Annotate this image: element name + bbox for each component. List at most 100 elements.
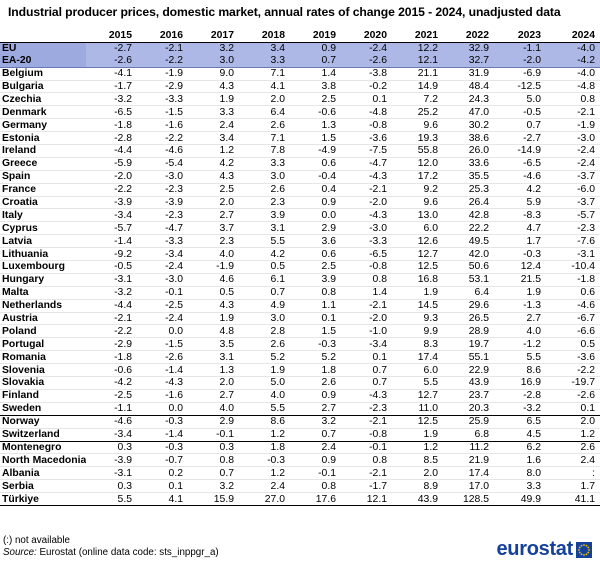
table-cell: 0.8 xyxy=(188,453,239,468)
table-row: Latvia -1.4 -3.3 2.3 5.5 3.6 -3.3 12.6 49.5 1.7 -7… xyxy=(0,234,600,249)
header-year: 2018 xyxy=(239,30,290,43)
header-row: 2015 2016 2017 2018 2019 2020 2021 2022 2023 2024 xyxy=(0,30,600,43)
table-cell: -5.7 xyxy=(86,221,137,236)
table-cell: 0.5 xyxy=(546,337,600,352)
table-row: Serbia 0.3 0.1 3.2 2.4 0.8 -1.7 8.9 17.0 3.3 1.7 xyxy=(0,479,600,494)
table-row: Italy -3.4 -2.3 2.7 3.9 0.0 -4.3 13.0 42.8 -8.3 -5… xyxy=(0,208,600,223)
table-cell: -2.6 xyxy=(546,389,600,403)
table-cell: 4.8 xyxy=(188,324,239,339)
table-cell: -0.8 xyxy=(341,260,392,274)
table-cell: -1.6 xyxy=(137,118,188,133)
table-cell: -2.1 xyxy=(341,299,392,313)
table-cell: -7.5 xyxy=(341,144,392,158)
table-cell: -1.8 xyxy=(86,118,137,133)
table-cell: 4.1 xyxy=(239,80,290,94)
table-cell: -4.8 xyxy=(546,80,600,94)
table-cell: -1.9 xyxy=(137,67,188,81)
footnote-not-available: (:) not available xyxy=(3,535,70,546)
table-cell: -4.6 xyxy=(137,144,188,158)
table-cell: -3.2 xyxy=(86,92,137,107)
header-year: 2022 xyxy=(443,30,494,43)
table-cell: -4.0 xyxy=(546,42,600,55)
table-cell: -4.7 xyxy=(341,157,392,171)
table-cell: -3.2 xyxy=(86,286,137,300)
row-label: Lithuania xyxy=(0,247,86,262)
table-cell: 22.2 xyxy=(443,221,494,236)
table-row: Croatia -3.9 -3.9 2.0 2.3 0.9 -2.0 9.6 26.4 5.9 -3… xyxy=(0,196,600,210)
table-cell: -0.1 xyxy=(137,286,188,300)
table-cell: 1.4 xyxy=(290,67,341,81)
table-cell: 5.5 xyxy=(86,492,137,506)
table-cell: 12.4 xyxy=(494,260,546,274)
table-cell: -3.4 xyxy=(86,208,137,223)
table-cell: 26.5 xyxy=(443,312,494,326)
table-cell: 2.5 xyxy=(290,92,341,107)
table-cell: 22.9 xyxy=(443,363,494,378)
footnote-source: Source: Eurostat (online data code: sts_… xyxy=(3,547,219,558)
table-cell: -2.7 xyxy=(494,131,546,146)
table-cell: 6.1 xyxy=(239,273,290,287)
table-cell: 0.6 xyxy=(290,247,341,262)
table-cell: 3.0 xyxy=(239,170,290,184)
table-cell: -4.9 xyxy=(290,144,341,158)
table-cell: -1.7 xyxy=(86,80,137,94)
table-cell: 0.0 xyxy=(137,402,188,416)
table-cell: 5.2 xyxy=(239,350,290,365)
table-cell: -3.7 xyxy=(546,196,600,210)
table-cell: 3.5 xyxy=(188,337,239,352)
row-label: Serbia xyxy=(0,479,86,494)
table-cell: -4.7 xyxy=(137,221,188,236)
header-year: 2024 xyxy=(546,30,600,43)
table-cell: 20.3 xyxy=(443,402,494,416)
table-cell: -2.3 xyxy=(137,183,188,197)
table-cell: 2.0 xyxy=(188,196,239,210)
table-cell: 1.3 xyxy=(290,118,341,133)
row-label: Bulgaria xyxy=(0,80,86,94)
table-cell: -2.1 xyxy=(137,42,188,55)
table-cell: 2.5 xyxy=(290,260,341,274)
row-label: Denmark xyxy=(0,105,86,120)
row-label: Hungary xyxy=(0,273,86,287)
table-cell: 12.7 xyxy=(392,389,443,403)
table-cell: 55.8 xyxy=(392,144,443,158)
table-row: Norway -4.6 -0.3 2.9 8.6 3.2 -2.1 12.5 25.9 6.5 2.… xyxy=(0,415,600,429)
table-cell: -2.7 xyxy=(86,42,137,55)
table-cell: 2.7 xyxy=(494,312,546,326)
table-cell: 0.5 xyxy=(188,286,239,300)
table-row: Netherlands -4.4 -2.5 4.3 4.9 1.1 -2.1 14.5 29.6… xyxy=(0,299,600,313)
table-cell: 0.1 xyxy=(341,350,392,365)
table-row: Czechia -3.2 -3.3 1.9 2.0 2.5 0.1 7.2 24.3 5.0 0.8 xyxy=(0,92,600,107)
table-cell: 0.9 xyxy=(290,42,341,55)
table-cell: -2.1 xyxy=(341,183,392,197)
table-cell: -3.8 xyxy=(341,67,392,81)
table-cell: -1.4 xyxy=(137,363,188,378)
table-cell: 27.0 xyxy=(239,492,290,506)
table-row: Portugal -2.9 -1.5 3.5 2.6 -0.3 -3.4 8.3 19.7 -1.… xyxy=(0,337,600,352)
table-cell: 0.6 xyxy=(290,157,341,171)
header-year: 2019 xyxy=(290,30,341,43)
table-cell: 5.2 xyxy=(290,350,341,365)
table-cell: -0.3 xyxy=(239,453,290,468)
row-label: Poland xyxy=(0,324,86,339)
table-cell: 30.2 xyxy=(443,118,494,133)
table-cell: 16.9 xyxy=(494,376,546,390)
table-cell: 12.1 xyxy=(392,54,443,68)
table-cell: -2.2 xyxy=(137,131,188,146)
table-row: Belgium -4.1 -1.9 9.0 7.1 1.4 -3.8 21.1 31.9 -6.9… xyxy=(0,67,600,81)
table-cell: 3.2 xyxy=(188,42,239,55)
table-cell: -4.3 xyxy=(341,208,392,223)
table-cell: 2.5 xyxy=(188,183,239,197)
data-table: 2015 2016 2017 2018 2019 2020 2021 2022 2023 2024… xyxy=(0,30,600,506)
table-cell: 3.9 xyxy=(290,273,341,287)
table-cell: -3.0 xyxy=(137,273,188,287)
table-cell: 6.8 xyxy=(443,428,494,442)
table-cell: 5.5 xyxy=(239,234,290,249)
table-cell: -0.6 xyxy=(86,363,137,378)
table-cell: -3.1 xyxy=(86,273,137,287)
table-row: Estonia -2.8 -2.2 3.4 7.1 1.5 -3.6 19.3 38.6 -2.7… xyxy=(0,131,600,146)
table-cell: 2.7 xyxy=(290,402,341,416)
table-cell: 1.8 xyxy=(290,363,341,378)
table-cell: 26.0 xyxy=(443,144,494,158)
row-label: Croatia xyxy=(0,196,86,210)
table-row: EU -2.7 -2.1 3.2 3.4 0.9 -2.4 12.2 32.9 -1.1 -4.0 xyxy=(0,42,600,55)
